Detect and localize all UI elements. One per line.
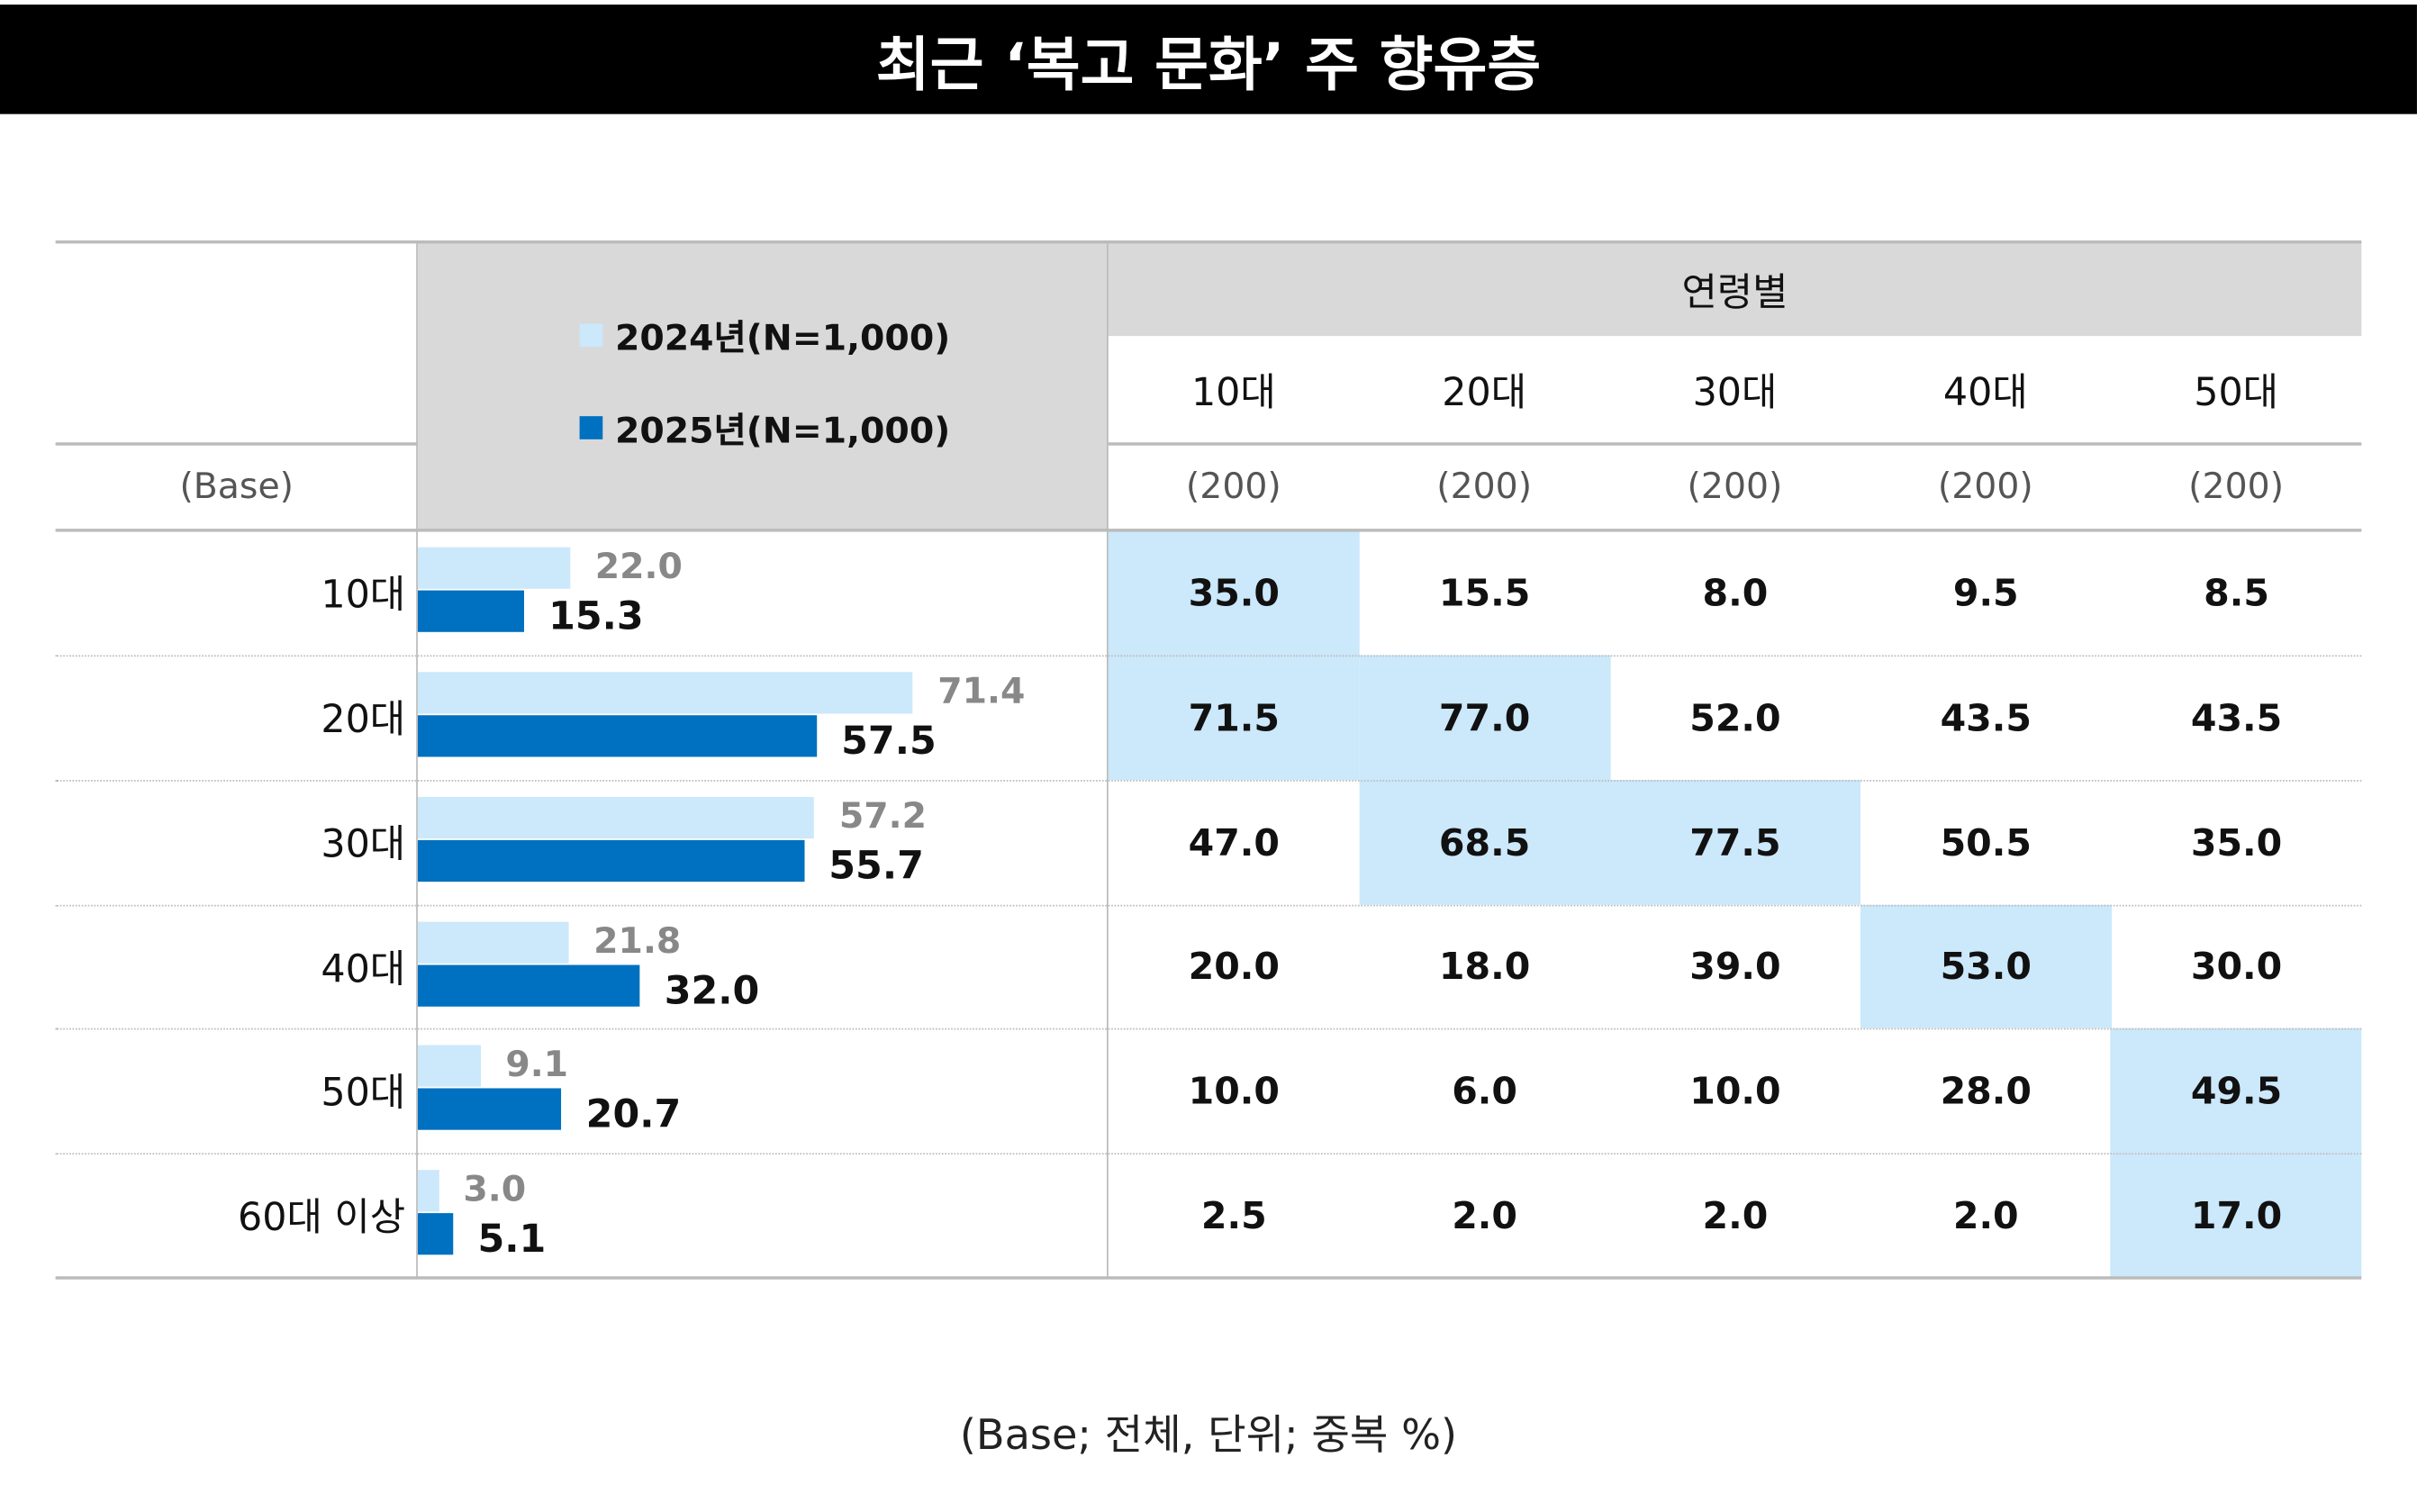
bar-2025 xyxy=(417,1088,562,1130)
legend-swatch-2025 xyxy=(579,415,603,439)
column-base: (200) xyxy=(1185,466,1281,508)
column-base: (200) xyxy=(1687,466,1783,508)
table-cell: 18.0 xyxy=(1438,945,1531,989)
table-cell: 77.5 xyxy=(1609,780,1861,905)
bar-2025 xyxy=(417,590,524,632)
table-cell: 35.0 xyxy=(2190,820,2283,865)
bar-2024 xyxy=(417,796,815,839)
table-cell: 39.0 xyxy=(1689,945,1781,989)
row-divider xyxy=(55,780,2362,782)
table-cell: 15.5 xyxy=(1438,571,1531,615)
bar-2025 xyxy=(417,1213,454,1255)
bar-2025 xyxy=(417,964,640,1007)
column-divider xyxy=(1107,241,1109,1278)
table-bottom-border xyxy=(55,1276,2362,1280)
group-header: 연령별 xyxy=(1108,241,2362,337)
column-header: 10대 xyxy=(1190,369,1276,415)
bar-2024 xyxy=(417,1045,481,1087)
table-cell: 52.0 xyxy=(1689,695,1781,739)
table-cell: 49.5 xyxy=(2110,1028,2363,1154)
bar-2024 xyxy=(417,921,569,964)
bar-2024 xyxy=(417,672,913,714)
legend-label-2025: 2025년(N=1,000) xyxy=(614,412,951,452)
column-base: (200) xyxy=(1937,466,2033,508)
row-label: 40대 xyxy=(321,946,406,991)
table-cell: 35.0 xyxy=(1108,530,1360,656)
table-cell: 43.5 xyxy=(1940,695,2032,739)
data-label-2024: 57.2 xyxy=(838,796,927,837)
table-cell: 77.0 xyxy=(1359,655,1611,781)
data-label-2024: 71.4 xyxy=(937,672,1026,712)
legend-cell xyxy=(417,241,1109,530)
table-cell: 68.5 xyxy=(1359,780,1611,905)
column-header: 40대 xyxy=(1942,369,2028,415)
table-cell: 2.0 xyxy=(1952,1193,2019,1237)
data-label-2025: 57.5 xyxy=(841,718,937,764)
table-cell: 20.0 xyxy=(1188,945,1280,989)
row-label: 10대 xyxy=(321,572,406,617)
data-label-2025: 55.7 xyxy=(828,843,924,888)
table-cell: 53.0 xyxy=(1860,904,2112,1028)
column-base: (200) xyxy=(2188,466,2285,508)
table-cell: 2.0 xyxy=(1702,1193,1769,1237)
footnote: (Base; 전체, 단위; 중복 %) xyxy=(0,1395,2417,1466)
row-label: 50대 xyxy=(321,1069,406,1115)
data-label-2024: 22.0 xyxy=(594,547,683,588)
header-bottom-border xyxy=(55,529,2362,532)
table-cell: 9.5 xyxy=(1952,571,2019,615)
table-cell: 2.5 xyxy=(1200,1193,1267,1237)
table-cell: 43.5 xyxy=(2190,695,2283,739)
column-header: 50대 xyxy=(2194,369,2279,415)
footnote-text: (Base; 전체, 단위; 중복 %) xyxy=(959,1411,1458,1460)
base-label: (Base) xyxy=(56,444,418,530)
column-divider xyxy=(416,241,418,1278)
legend-swatch-2024 xyxy=(579,322,603,347)
header-divider xyxy=(1108,442,2362,446)
table-cell: 71.5 xyxy=(1108,655,1360,781)
title-bar: 최근 ‘복고 문화’ 주 향유층 xyxy=(0,5,2417,114)
column-header: 20대 xyxy=(1442,369,1527,415)
column-header: 30대 xyxy=(1692,369,1778,415)
table-cell: 28.0 xyxy=(1940,1069,2032,1112)
row-divider xyxy=(55,1153,2362,1155)
row-label: 20대 xyxy=(321,696,406,742)
table-cell: 10.0 xyxy=(1188,1069,1280,1112)
row-divider xyxy=(55,904,2362,907)
row-label: 30대 xyxy=(321,821,406,866)
table-cell: 8.0 xyxy=(1702,571,1769,615)
table-cell: 50.5 xyxy=(1940,820,2032,865)
table-cell: 2.0 xyxy=(1452,1193,1517,1237)
table-top-border xyxy=(55,240,2362,244)
bar-2025 xyxy=(417,715,817,757)
header-divider xyxy=(55,442,418,446)
bar-2025 xyxy=(417,839,804,883)
table-cell: 8.5 xyxy=(2204,571,2269,615)
table-cell: 6.0 xyxy=(1452,1069,1517,1112)
row-divider xyxy=(55,1028,2362,1030)
bar-2024 xyxy=(417,547,571,589)
legend-label-2024: 2024년(N=1,000) xyxy=(614,319,951,359)
data-label-2024: 3.0 xyxy=(463,1170,527,1210)
data-label-2025: 15.3 xyxy=(548,593,644,638)
data-label-2024: 21.8 xyxy=(593,921,682,963)
data-label-2025: 32.0 xyxy=(664,967,760,1013)
legend-item-2025: 2025년(N=1,000) xyxy=(579,401,951,453)
group-header-label: 연령별 xyxy=(1681,268,1788,314)
table-cell: 17.0 xyxy=(2110,1153,2363,1278)
column-base: (200) xyxy=(1436,466,1533,508)
chart-title: 최근 ‘복고 문화’ 주 향유층 xyxy=(875,31,1542,99)
row-divider xyxy=(55,655,2362,657)
data-label-2025: 5.1 xyxy=(477,1216,547,1262)
data-label-2025: 20.7 xyxy=(585,1091,682,1136)
data-label-2024: 9.1 xyxy=(505,1045,569,1086)
table-cell: 30.0 xyxy=(2190,945,2283,989)
table-cell: 10.0 xyxy=(1689,1069,1781,1112)
legend-item-2024: 2024년(N=1,000) xyxy=(579,308,951,360)
base-label-text: (Base) xyxy=(179,466,294,508)
bar-2024 xyxy=(417,1170,439,1212)
table-cell: 47.0 xyxy=(1188,820,1280,865)
row-label: 60대 이상 xyxy=(238,1194,406,1240)
